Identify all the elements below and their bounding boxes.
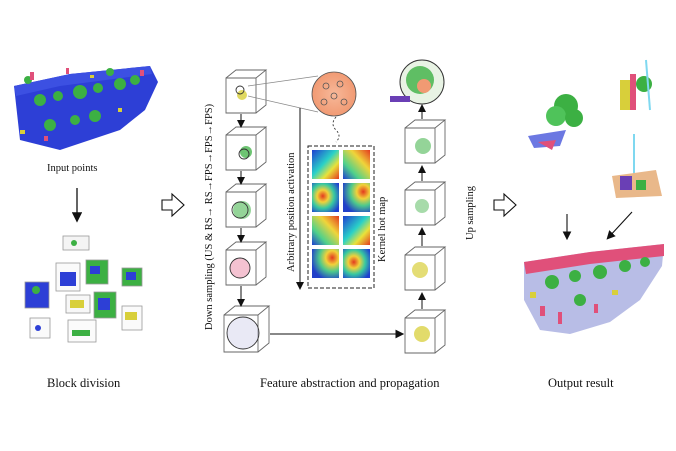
cube	[404, 181, 447, 226]
block-tile	[67, 319, 97, 343]
block-tile	[55, 262, 81, 292]
cube	[225, 126, 268, 171]
block-tile	[29, 317, 51, 339]
output-point-cloud	[524, 244, 664, 334]
input-point-cloud	[14, 66, 158, 150]
cube	[223, 305, 271, 353]
cube	[225, 69, 268, 114]
block-tile	[93, 291, 117, 319]
up-sampling-label: Up sampling	[465, 186, 476, 240]
big-arrow-1	[161, 192, 185, 218]
heatmap-cell	[312, 216, 339, 245]
activation-label: Arbitrary position activation	[286, 152, 297, 272]
output-arrows	[562, 211, 633, 241]
block-division-label: Block division	[47, 376, 121, 390]
input-points-label: Input points	[47, 163, 98, 174]
cube	[225, 183, 268, 228]
heatmap-cell	[343, 216, 370, 245]
heatmap-cell	[343, 183, 370, 212]
block-tile	[121, 305, 143, 331]
big-arrow-2	[493, 192, 517, 218]
cube	[404, 309, 447, 354]
kernel-hot-map-panel	[307, 145, 375, 289]
heatmap-cell	[312, 183, 339, 212]
output-object-building	[620, 59, 652, 111]
cube	[404, 246, 447, 291]
block-division-tiles	[24, 235, 143, 343]
kernel-zoom	[247, 71, 357, 143]
feature-abstraction-label: Feature abstraction and propagation	[260, 376, 440, 390]
block-tile	[121, 267, 143, 287]
block-tile	[65, 294, 91, 314]
cube	[225, 241, 268, 286]
down-sampling-label: Down sampling (US & RS→ RS→FPS→FPS→FPS)	[204, 103, 215, 330]
heatmap-cell	[343, 249, 370, 278]
output-zoom	[390, 59, 445, 105]
down-sampling-cubes	[223, 69, 271, 353]
block-tile	[62, 235, 90, 251]
cube	[404, 119, 447, 164]
output-object-pole	[612, 134, 662, 198]
heatmap-cell	[343, 150, 370, 179]
kernel-hot-map-label: Kernel hot map	[377, 196, 388, 262]
heatmap-cell	[312, 249, 339, 278]
output-result-label: Output result	[548, 376, 614, 390]
output-object-tree	[528, 94, 583, 150]
up-sampling-cubes	[404, 119, 447, 354]
heatmap-cell	[312, 150, 339, 179]
block-tile	[85, 259, 109, 285]
block-tile	[24, 281, 50, 309]
